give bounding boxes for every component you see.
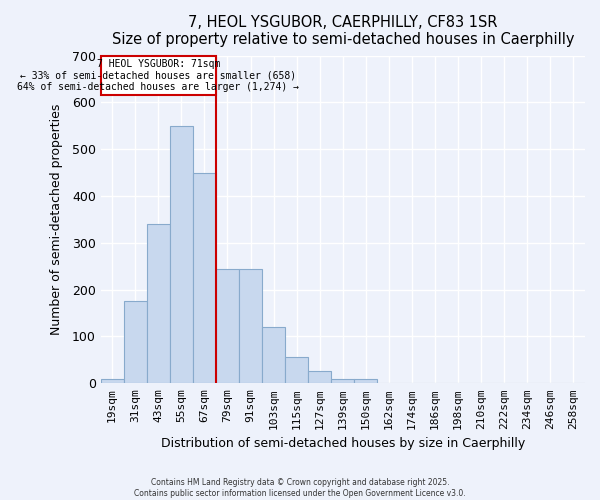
Y-axis label: Number of semi-detached properties: Number of semi-detached properties: [50, 104, 64, 335]
Bar: [355, 378, 377, 384]
Bar: [147, 224, 170, 384]
Bar: [101, 378, 124, 384]
Text: 7 HEOL YSGUBOR: 71sqm: 7 HEOL YSGUBOR: 71sqm: [97, 60, 220, 70]
Bar: [193, 172, 216, 384]
Bar: [170, 126, 193, 384]
Bar: [239, 268, 262, 384]
Text: ← 33% of semi-detached houses are smaller (658): ← 33% of semi-detached houses are smalle…: [20, 70, 296, 81]
Bar: [331, 378, 355, 384]
Text: Contains HM Land Registry data © Crown copyright and database right 2025.
Contai: Contains HM Land Registry data © Crown c…: [134, 478, 466, 498]
Bar: [262, 327, 285, 384]
Text: 64% of semi-detached houses are larger (1,274) →: 64% of semi-detached houses are larger (…: [17, 82, 299, 92]
Bar: [285, 356, 308, 384]
Bar: [308, 370, 331, 384]
Bar: [124, 302, 147, 384]
Bar: [216, 268, 239, 384]
Title: 7, HEOL YSGUBOR, CAERPHILLY, CF83 1SR
Size of property relative to semi-detached: 7, HEOL YSGUBOR, CAERPHILLY, CF83 1SR Si…: [112, 15, 574, 48]
X-axis label: Distribution of semi-detached houses by size in Caerphilly: Distribution of semi-detached houses by …: [161, 437, 525, 450]
FancyBboxPatch shape: [101, 56, 216, 96]
